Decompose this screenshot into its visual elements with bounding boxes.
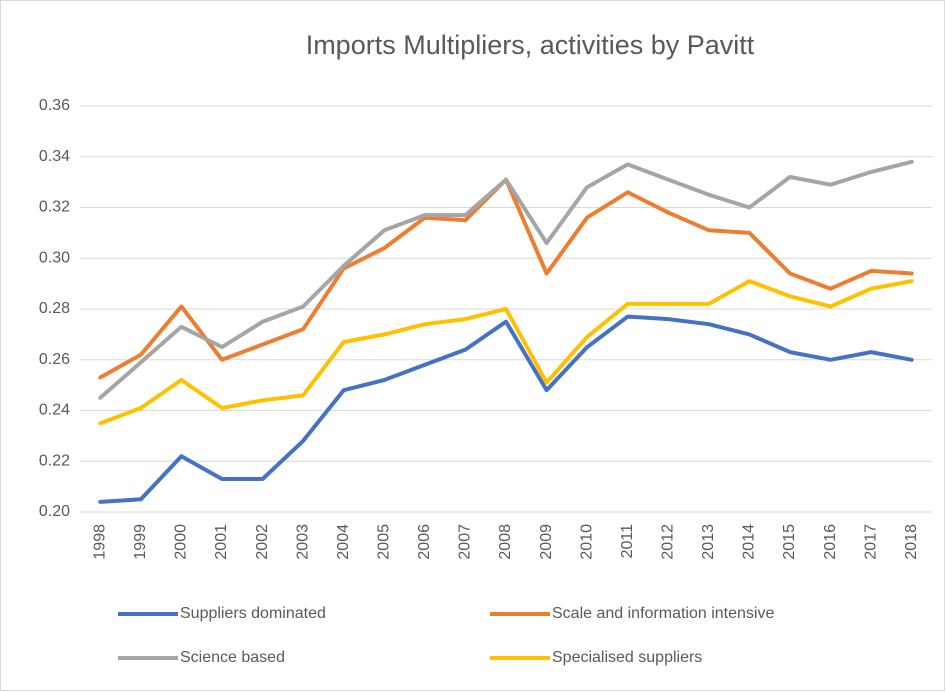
x-tick-label: 2007	[457, 524, 474, 560]
x-tick-label: 2001	[213, 524, 230, 560]
series-line	[98, 279, 914, 426]
x-tick-label: 2018	[903, 524, 920, 560]
x-tick-label: 2000	[173, 524, 190, 560]
y-tick-label: 0.24	[39, 402, 70, 419]
y-tick-label: 0.22	[39, 452, 70, 469]
legend-label: Suppliers dominated	[180, 605, 326, 622]
y-tick-label: 0.28	[39, 300, 70, 317]
x-tick-label: 2003	[294, 524, 311, 560]
x-tick-label: 2011	[619, 524, 636, 559]
series-line	[98, 314, 914, 504]
x-tick-label: 2004	[335, 524, 352, 560]
x-tick-label: 2016	[822, 524, 839, 560]
legend-label: Science based	[180, 649, 285, 666]
x-tick-label: 2013	[700, 524, 717, 560]
y-tick-label: 0.34	[39, 148, 70, 165]
series-line	[98, 159, 914, 400]
y-tick-label: 0.30	[39, 249, 70, 266]
chart-title: Imports Multipliers, activities by Pavit…	[306, 30, 755, 60]
x-tick-label: 2005	[376, 524, 393, 560]
y-tick-label: 0.20	[39, 503, 70, 520]
y-tick-label: 0.32	[39, 199, 70, 216]
x-tick-label: 1999	[132, 524, 149, 560]
x-tick-label: 2014	[741, 524, 758, 560]
y-tick-label: 0.36	[39, 97, 70, 114]
x-tick-label: 2015	[781, 524, 798, 560]
x-tick-label: 2002	[254, 524, 271, 560]
y-tick-label: 0.26	[39, 351, 70, 368]
x-tick-label: 2017	[862, 524, 879, 560]
legend-label: Specialised suppliers	[552, 649, 702, 666]
x-tick-label: 1998	[92, 524, 109, 560]
x-tick-label: 2010	[578, 524, 595, 560]
x-tick-label: 2006	[416, 524, 433, 560]
x-tick-label: 2009	[538, 524, 555, 560]
x-tick-label: 2012	[660, 524, 677, 560]
legend-label: Scale and information intensive	[552, 605, 774, 622]
x-tick-label: 2008	[497, 524, 514, 560]
